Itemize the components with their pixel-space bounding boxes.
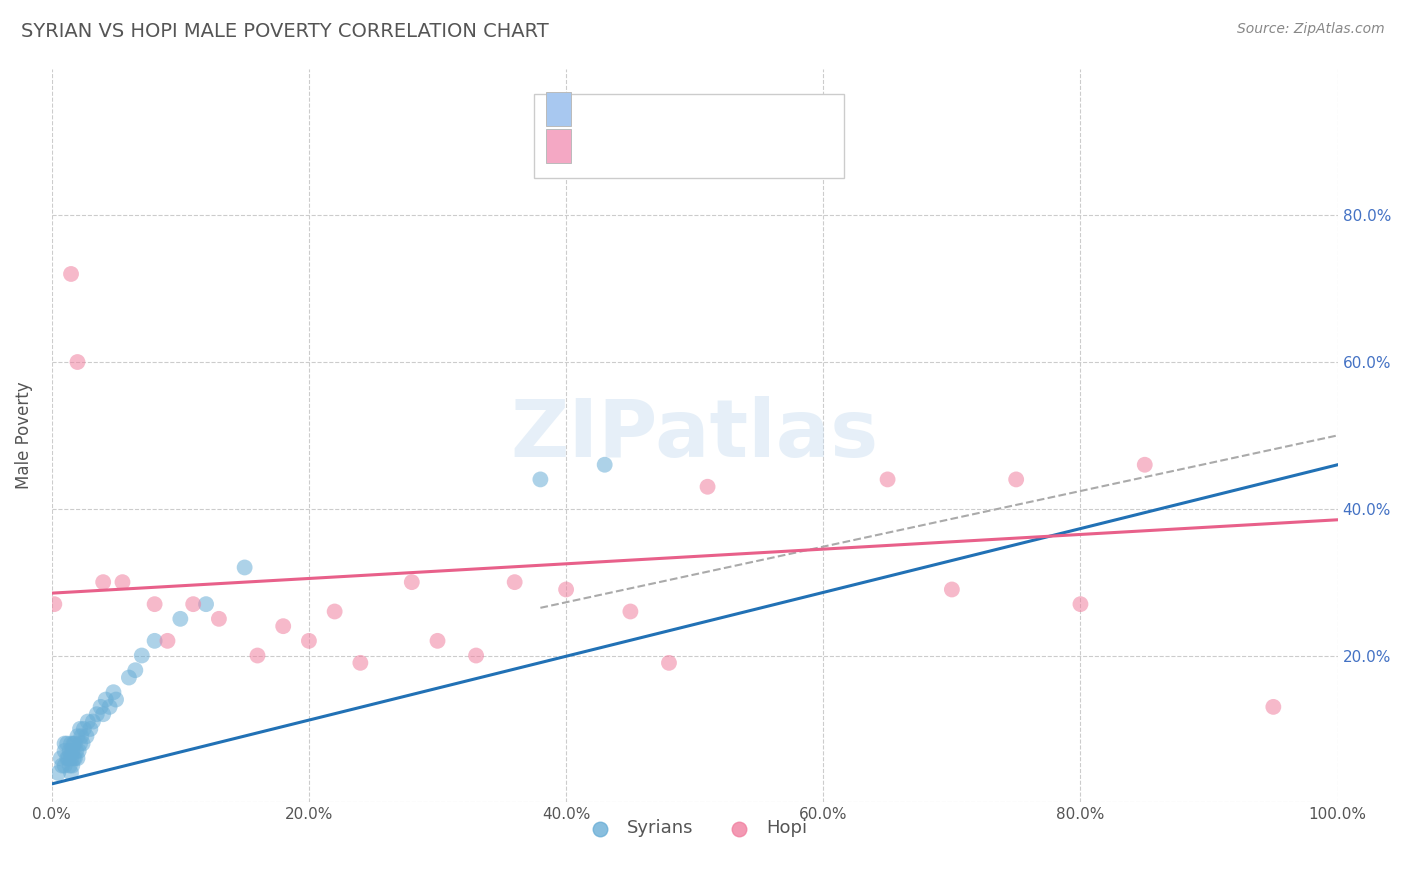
Point: [60, 751, 83, 765]
Point: [696, 480, 718, 494]
Point: [60, 766, 83, 780]
Point: [105, 692, 128, 706]
Point: [60, 744, 83, 758]
Point: [51, 758, 73, 772]
Point: [76, 714, 98, 729]
Point: [53, 758, 76, 772]
Point: [59, 758, 82, 772]
Point: [658, 656, 681, 670]
Point: [66, 729, 89, 743]
Point: [62, 737, 84, 751]
Point: [1263, 699, 1285, 714]
Point: [69, 722, 91, 736]
Point: [111, 575, 134, 590]
Point: [59, 744, 82, 758]
Point: [94, 692, 117, 706]
Point: [876, 472, 898, 486]
Point: [426, 633, 449, 648]
Point: [298, 633, 321, 648]
Point: [131, 648, 153, 663]
Text: R = 0.239   N = 28: R = 0.239 N = 28: [581, 145, 751, 162]
Point: [246, 648, 269, 663]
Point: [53, 737, 76, 751]
Point: [555, 582, 578, 597]
Point: [941, 582, 963, 597]
Point: [401, 575, 423, 590]
Point: [323, 605, 346, 619]
Point: [44, 597, 66, 611]
Point: [195, 597, 218, 611]
Text: SYRIAN VS HOPI MALE POVERTY CORRELATION CHART: SYRIAN VS HOPI MALE POVERTY CORRELATION …: [21, 22, 548, 41]
Point: [124, 663, 146, 677]
Point: [90, 699, 112, 714]
Point: [66, 355, 89, 369]
Point: [86, 707, 108, 722]
Point: [60, 758, 83, 772]
Point: [208, 612, 231, 626]
Point: [60, 737, 83, 751]
Point: [72, 737, 94, 751]
Point: [56, 751, 79, 765]
Text: Source: ZipAtlas.com: Source: ZipAtlas.com: [1237, 22, 1385, 37]
Point: [63, 751, 86, 765]
Point: [103, 685, 125, 699]
Point: [66, 751, 89, 765]
Point: [46, 766, 69, 780]
Point: [91, 707, 114, 722]
Point: [63, 737, 86, 751]
Point: [529, 472, 551, 486]
Point: [76, 729, 98, 743]
Point: [82, 714, 104, 729]
Point: [69, 737, 91, 751]
Point: [49, 751, 72, 765]
Point: [349, 656, 371, 670]
Point: [65, 744, 87, 758]
Point: [169, 612, 191, 626]
Legend: Syrians, Hopi: Syrians, Hopi: [575, 812, 814, 845]
Point: [619, 605, 641, 619]
Point: [60, 267, 83, 281]
Text: R = 0.456   N = 49: R = 0.456 N = 49: [581, 106, 751, 124]
Point: [67, 744, 90, 758]
Point: [70, 729, 93, 743]
Point: [465, 648, 488, 663]
Point: [91, 575, 114, 590]
Point: [181, 597, 204, 611]
Point: [58, 751, 80, 765]
Point: [1133, 458, 1156, 472]
Point: [143, 633, 166, 648]
Point: [98, 699, 121, 714]
Point: [156, 633, 179, 648]
Point: [233, 560, 256, 574]
Point: [56, 737, 79, 751]
Text: ZIPatlas: ZIPatlas: [510, 396, 879, 475]
Point: [62, 751, 84, 765]
Point: [271, 619, 294, 633]
Point: [503, 575, 526, 590]
Point: [1005, 472, 1028, 486]
Point: [1069, 597, 1091, 611]
Point: [79, 722, 101, 736]
Point: [118, 671, 141, 685]
Point: [143, 597, 166, 611]
Point: [593, 458, 616, 472]
Y-axis label: Male Poverty: Male Poverty: [15, 382, 32, 489]
Point: [73, 722, 96, 736]
Point: [53, 744, 76, 758]
